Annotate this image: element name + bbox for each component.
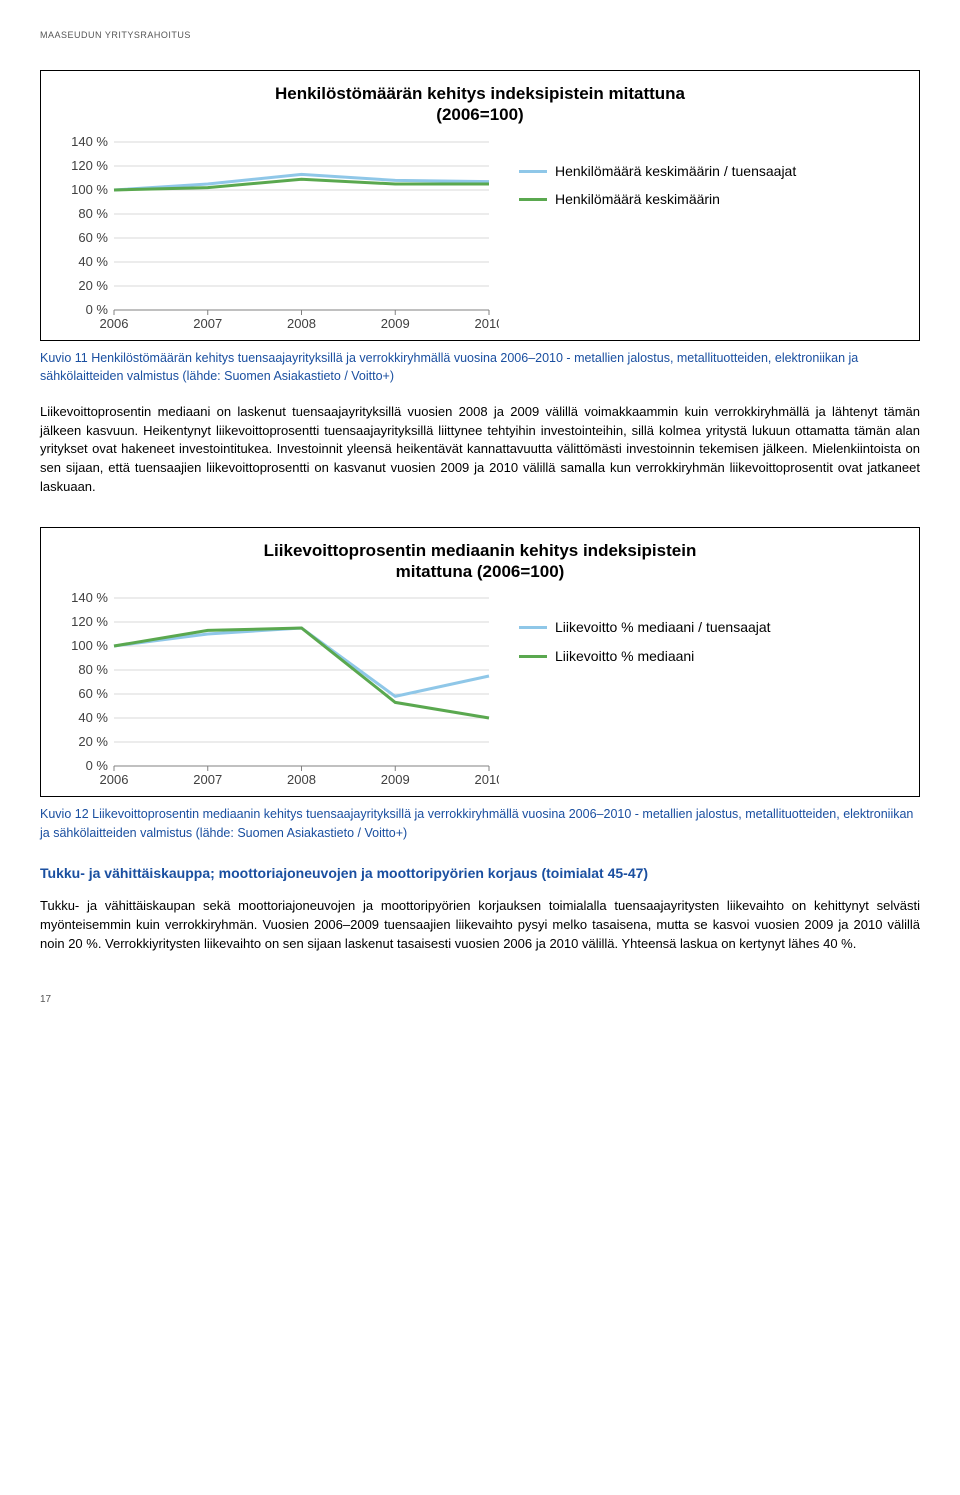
paragraph-2: Tukku- ja vähittäiskaupan sekä moottoria…	[40, 897, 920, 954]
svg-text:2007: 2007	[193, 772, 222, 787]
chart-1-title-line2: (2006=100)	[436, 105, 523, 124]
svg-text:0 %: 0 %	[86, 302, 109, 317]
svg-text:2008: 2008	[287, 316, 316, 331]
section-heading: Tukku- ja vähittäiskauppa; moottoriajone…	[40, 864, 920, 884]
doc-header: MAASEUDUN YRITYSRAHOITUS	[40, 30, 920, 40]
chart-1-legend-item-1: Henkilömäärä keskimäärin	[519, 190, 796, 208]
svg-text:20 %: 20 %	[78, 734, 108, 749]
svg-text:100 %: 100 %	[71, 182, 108, 197]
chart-2-plot: 0 % 20 % 40 % 60 % 80 % 100 % 120 % 140 % 2006 20…	[59, 588, 499, 788]
chart-2-legend-label-0: Liikevoitto % mediaani / tuensaajat	[555, 618, 771, 636]
paragraph-1: Liikevoittoprosentin mediaani on laskenu…	[40, 403, 920, 497]
svg-text:80 %: 80 %	[78, 206, 108, 221]
chart-2-legend-item-1: Liikevoitto % mediaani	[519, 647, 771, 665]
page-number: 17	[40, 994, 920, 1005]
chart-1-plot: 0 % 20 % 40 % 60 % 80 % 100 % 120 % 140 % 2006 20…	[59, 132, 499, 332]
chart-2-legend-label-1: Liikevoitto % mediaani	[555, 647, 694, 665]
chart-1-container: Henkilöstömäärän kehitys indeksipistein …	[40, 70, 920, 341]
caption-2: Kuvio 12 Liikevoittoprosentin mediaanin …	[40, 805, 920, 841]
chart-2-title: Liikevoittoprosentin mediaanin kehitys i…	[59, 540, 901, 583]
svg-text:120 %: 120 %	[71, 158, 108, 173]
svg-text:140 %: 140 %	[71, 134, 108, 149]
chart-1-legend-swatch-0	[519, 170, 547, 173]
svg-text:2006: 2006	[100, 772, 129, 787]
svg-text:60 %: 60 %	[78, 230, 108, 245]
chart-2-container: Liikevoittoprosentin mediaanin kehitys i…	[40, 527, 920, 798]
svg-text:2010: 2010	[475, 316, 499, 331]
caption-1: Kuvio 11 Henkilöstömäärän kehitys tuensa…	[40, 349, 920, 385]
svg-text:60 %: 60 %	[78, 686, 108, 701]
chart-1-title-line1: Henkilöstömäärän kehitys indeksipistein …	[275, 84, 685, 103]
svg-text:2010: 2010	[475, 772, 499, 787]
svg-text:2008: 2008	[287, 772, 316, 787]
svg-text:2009: 2009	[381, 772, 410, 787]
svg-text:20 %: 20 %	[78, 278, 108, 293]
svg-text:2006: 2006	[100, 316, 129, 331]
chart-1-legend: Henkilömäärä keskimäärin / tuensaajat Hen…	[519, 162, 796, 218]
svg-text:2007: 2007	[193, 316, 222, 331]
chart-2-legend: Liikevoitto % mediaani / tuensaajat Liike…	[519, 618, 771, 674]
svg-text:80 %: 80 %	[78, 662, 108, 677]
chart-2-legend-swatch-1	[519, 655, 547, 658]
chart-2-title-line2: mitattuna (2006=100)	[396, 562, 565, 581]
chart-2-legend-item-0: Liikevoitto % mediaani / tuensaajat	[519, 618, 771, 636]
svg-text:40 %: 40 %	[78, 710, 108, 725]
svg-text:100 %: 100 %	[71, 638, 108, 653]
chart-1-legend-label-1: Henkilömäärä keskimäärin	[555, 190, 720, 208]
svg-text:40 %: 40 %	[78, 254, 108, 269]
svg-text:2009: 2009	[381, 316, 410, 331]
svg-text:140 %: 140 %	[71, 590, 108, 605]
chart-1-legend-label-0: Henkilömäärä keskimäärin / tuensaajat	[555, 162, 796, 180]
chart-1-title: Henkilöstömäärän kehitys indeksipistein …	[59, 83, 901, 126]
chart-2-title-line1: Liikevoittoprosentin mediaanin kehitys i…	[264, 541, 697, 560]
chart-1-legend-swatch-1	[519, 198, 547, 201]
chart-1-legend-item-0: Henkilömäärä keskimäärin / tuensaajat	[519, 162, 796, 180]
svg-text:120 %: 120 %	[71, 614, 108, 629]
chart-2-legend-swatch-0	[519, 626, 547, 629]
svg-text:0 %: 0 %	[86, 758, 109, 773]
